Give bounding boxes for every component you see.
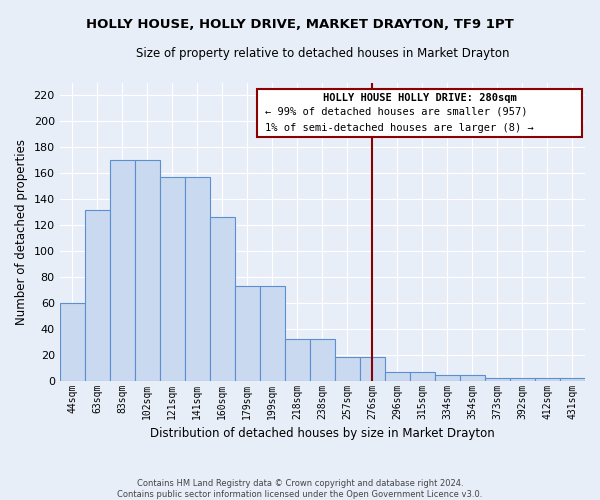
Bar <box>510 378 535 380</box>
Bar <box>485 378 510 380</box>
Bar <box>435 376 460 380</box>
Bar <box>59 303 85 380</box>
X-axis label: Distribution of detached houses by size in Market Drayton: Distribution of detached houses by size … <box>150 427 495 440</box>
FancyBboxPatch shape <box>257 89 583 137</box>
Bar <box>285 339 310 380</box>
Bar <box>135 160 160 380</box>
Bar <box>110 160 135 380</box>
Y-axis label: Number of detached properties: Number of detached properties <box>15 138 28 324</box>
Bar <box>535 378 560 380</box>
Bar <box>310 339 335 380</box>
Text: ← 99% of detached houses are smaller (957): ← 99% of detached houses are smaller (95… <box>265 106 527 117</box>
Bar <box>460 376 485 380</box>
Bar <box>160 177 185 380</box>
Bar <box>360 358 385 380</box>
Bar <box>335 358 360 380</box>
Bar <box>210 218 235 380</box>
Bar <box>260 286 285 380</box>
Bar <box>410 372 435 380</box>
Bar <box>235 286 260 380</box>
Bar <box>385 372 410 380</box>
Title: Size of property relative to detached houses in Market Drayton: Size of property relative to detached ho… <box>136 48 509 60</box>
Text: Contains public sector information licensed under the Open Government Licence v3: Contains public sector information licen… <box>118 490 482 499</box>
Bar <box>85 210 110 380</box>
Text: HOLLY HOUSE, HOLLY DRIVE, MARKET DRAYTON, TF9 1PT: HOLLY HOUSE, HOLLY DRIVE, MARKET DRAYTON… <box>86 18 514 30</box>
Text: Contains HM Land Registry data © Crown copyright and database right 2024.: Contains HM Land Registry data © Crown c… <box>137 478 463 488</box>
Bar <box>185 177 210 380</box>
Bar <box>560 378 585 380</box>
Text: HOLLY HOUSE HOLLY DRIVE: 280sqm: HOLLY HOUSE HOLLY DRIVE: 280sqm <box>323 93 517 103</box>
Text: 1% of semi-detached houses are larger (8) →: 1% of semi-detached houses are larger (8… <box>265 123 533 133</box>
